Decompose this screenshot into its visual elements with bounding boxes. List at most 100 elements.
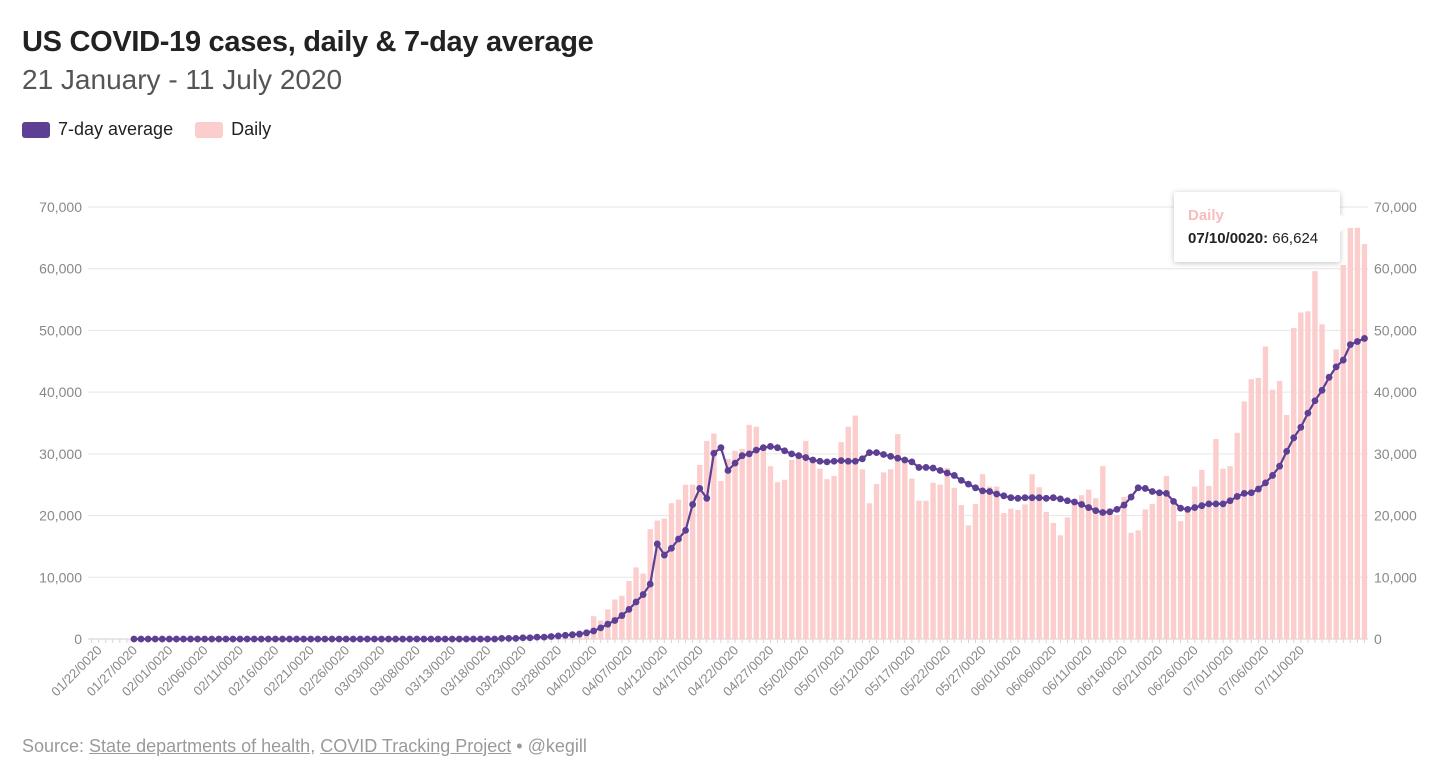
average-point: [844, 457, 852, 465]
average-point: [781, 447, 788, 455]
daily-bar: [979, 474, 986, 639]
legend-item-7-day-average[interactable]: 7-day average: [22, 119, 173, 140]
average-point: [703, 494, 711, 502]
average-point: [243, 635, 251, 643]
average-point: [1134, 484, 1142, 492]
daily-bar: [1276, 381, 1283, 639]
average-point: [1042, 494, 1050, 502]
average-point: [986, 488, 994, 495]
average-point: [759, 444, 767, 452]
average-point: [215, 635, 223, 643]
average-point: [710, 449, 718, 457]
average-point: [540, 633, 548, 641]
average-point: [264, 635, 272, 643]
average-point: [866, 449, 873, 457]
average-point: [321, 635, 329, 643]
average-point: [1297, 423, 1305, 431]
source-link-covid-tracking[interactable]: COVID Tracking Project: [320, 736, 512, 756]
average-point: [1233, 493, 1241, 500]
daily-bar: [1107, 508, 1113, 639]
average-point: [731, 459, 739, 467]
average-point: [668, 544, 675, 552]
average-point: [1177, 504, 1184, 512]
average-point: [795, 452, 803, 460]
daily-bar: [1241, 401, 1247, 639]
average-point: [222, 635, 230, 643]
daily-bar: [1163, 476, 1170, 639]
daily-bar: [1085, 489, 1092, 639]
average-point: [441, 635, 449, 643]
daily-bar: [1043, 511, 1049, 639]
average-point: [533, 633, 541, 641]
average-point: [837, 457, 845, 465]
average-point: [1056, 495, 1064, 503]
average-point: [929, 464, 937, 472]
average-points: [130, 335, 1368, 643]
average-point: [1113, 506, 1121, 513]
y-tick-label-left: 30,000: [39, 446, 82, 462]
daily-bar: [866, 503, 873, 639]
average-point: [724, 467, 732, 474]
average-point: [646, 580, 654, 588]
average-point: [696, 485, 704, 492]
average-point: [1212, 500, 1220, 508]
daily-bar: [682, 484, 689, 639]
average-point: [286, 635, 293, 643]
chart-plot-area[interactable]: 0 10,000 20,000 30,000 40,000 50,000 60,000 70,…: [0, 150, 1456, 730]
daily-bar: [1220, 468, 1226, 639]
average-point: [632, 598, 640, 606]
average-point: [413, 635, 421, 643]
average-point: [745, 450, 753, 458]
average-point: [1170, 497, 1177, 505]
average-point: [498, 634, 506, 642]
average-point: [576, 630, 583, 638]
daily-bar: [1156, 490, 1163, 639]
average-point: [1106, 508, 1114, 516]
daily-bar: [803, 440, 809, 639]
daily-bar: [1170, 504, 1177, 639]
daily-bar: [796, 456, 802, 639]
average-point: [512, 634, 520, 642]
average-point: [1120, 501, 1128, 509]
legend-item-daily[interactable]: Daily: [195, 119, 271, 140]
average-point: [236, 635, 244, 643]
y-tick-label-left: 0: [74, 631, 82, 647]
daily-bar: [1121, 497, 1127, 639]
average-point: [180, 635, 187, 643]
daily-bar: [1142, 509, 1148, 639]
daily-bar: [951, 487, 957, 639]
daily-bar: [930, 482, 936, 639]
daily-bar: [887, 469, 894, 639]
daily-bar: [781, 479, 788, 639]
average-point: [1191, 504, 1199, 511]
average-point: [1000, 492, 1008, 500]
y-tick-label-right: 40,000: [1374, 384, 1417, 400]
average-point: [1361, 335, 1368, 342]
daily-bar: [1071, 499, 1078, 639]
average-point: [1014, 494, 1022, 502]
daily-bar: [1361, 244, 1368, 639]
average-point: [1254, 485, 1262, 493]
average-point: [151, 635, 159, 643]
source-link-state-departments[interactable]: State departments of health: [89, 736, 311, 756]
average-point: [830, 457, 838, 465]
legend: 7-day average Daily: [22, 119, 293, 140]
daily-bar: [923, 500, 929, 639]
daily-bar: [972, 503, 979, 639]
daily-bar: [675, 499, 682, 639]
average-point: [583, 629, 590, 637]
average-point: [717, 444, 725, 452]
average-point: [144, 635, 152, 643]
average-point: [491, 635, 499, 643]
average-point: [851, 457, 859, 465]
average-point: [257, 635, 265, 643]
tooltip-arrow: [1340, 214, 1349, 232]
daily-bar: [1234, 432, 1240, 639]
daily-bar: [937, 484, 943, 639]
average-point: [774, 444, 781, 452]
average-point: [1311, 397, 1319, 405]
daily-bar: [1255, 377, 1262, 639]
average-point: [639, 591, 647, 598]
average-point: [880, 451, 887, 458]
daily-bar: [852, 415, 858, 639]
